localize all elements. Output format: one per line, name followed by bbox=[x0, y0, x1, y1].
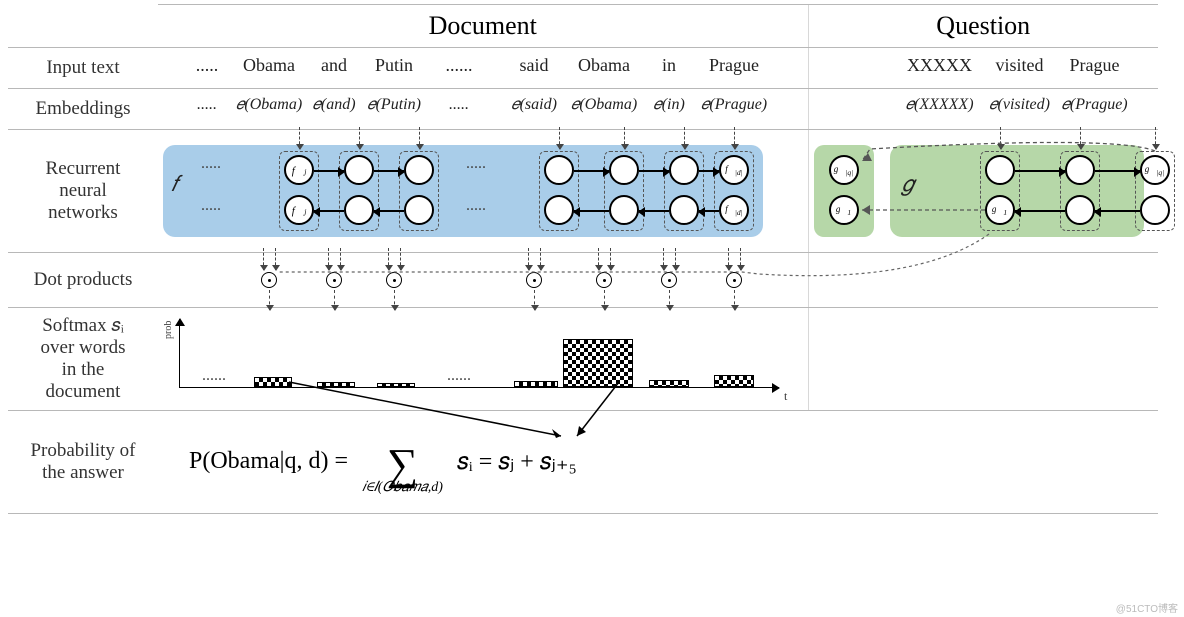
token: 𝑒(Putin) bbox=[367, 96, 421, 114]
token: visited bbox=[996, 55, 1044, 76]
row-label-rnn: Recurrent neural networks bbox=[8, 130, 158, 253]
probability-equation: P(Obama|q, d) = ∑ 𝑖∈𝐼(𝑂𝑏𝑎𝑚𝑎,d) 𝑠ᵢ = 𝑠ⱼ +… bbox=[159, 412, 1157, 512]
eqn-rhs: 𝑠ᵢ = 𝑠ⱼ + 𝑠ⱼ₊₅ bbox=[457, 447, 577, 476]
token: in bbox=[662, 55, 676, 76]
row-label-prob: Probability of the answer bbox=[8, 411, 158, 514]
eqn-lhs: P(Obama|q, d) = bbox=[189, 448, 348, 475]
token: ..... bbox=[449, 96, 469, 114]
token: 𝑒(Prague) bbox=[701, 96, 767, 114]
token: 𝑒(Prague) bbox=[1061, 96, 1127, 114]
token: Obama bbox=[578, 55, 630, 76]
token: Obama bbox=[243, 55, 295, 76]
token: Putin bbox=[375, 55, 413, 76]
sigma-icon: ∑ bbox=[387, 450, 418, 480]
token: ..... bbox=[197, 96, 217, 114]
header-question: Question bbox=[808, 5, 1158, 48]
token: 𝑒(in) bbox=[653, 96, 685, 114]
token: Prague bbox=[709, 55, 759, 76]
token: ..... bbox=[196, 55, 219, 76]
y-axis-label: prob bbox=[163, 321, 174, 339]
token: 𝑒(Obama) bbox=[236, 96, 302, 114]
architecture-table: Document Question Input text ..... Obama a… bbox=[8, 4, 1158, 514]
y-axis bbox=[179, 319, 180, 387]
token: 𝑒(Obama) bbox=[571, 96, 637, 114]
token: XXXXX bbox=[907, 55, 972, 76]
row-label-dot: Dot products bbox=[8, 253, 158, 308]
token: 𝑒(visited) bbox=[989, 96, 1050, 114]
eqn-arrows bbox=[159, 382, 799, 442]
softmax-bar bbox=[563, 339, 633, 387]
row-label-emb: Embeddings bbox=[8, 89, 158, 130]
token: 𝑒(said) bbox=[511, 96, 557, 114]
token: Prague bbox=[1070, 55, 1120, 76]
token: 𝑒(and) bbox=[312, 96, 355, 114]
row-label-input: Input text bbox=[8, 48, 158, 89]
token: and bbox=[321, 55, 347, 76]
eqn-sum-sub: 𝑖∈𝐼(𝑂𝑏𝑎𝑚𝑎,d) bbox=[362, 480, 443, 496]
token: said bbox=[520, 55, 549, 76]
header-document: Document bbox=[158, 5, 808, 48]
row-label-softmax: Softmax 𝑠ᵢ over words in the document bbox=[8, 308, 158, 411]
token: 𝑒(XXXXX) bbox=[905, 96, 973, 114]
token: ...... bbox=[446, 55, 473, 76]
